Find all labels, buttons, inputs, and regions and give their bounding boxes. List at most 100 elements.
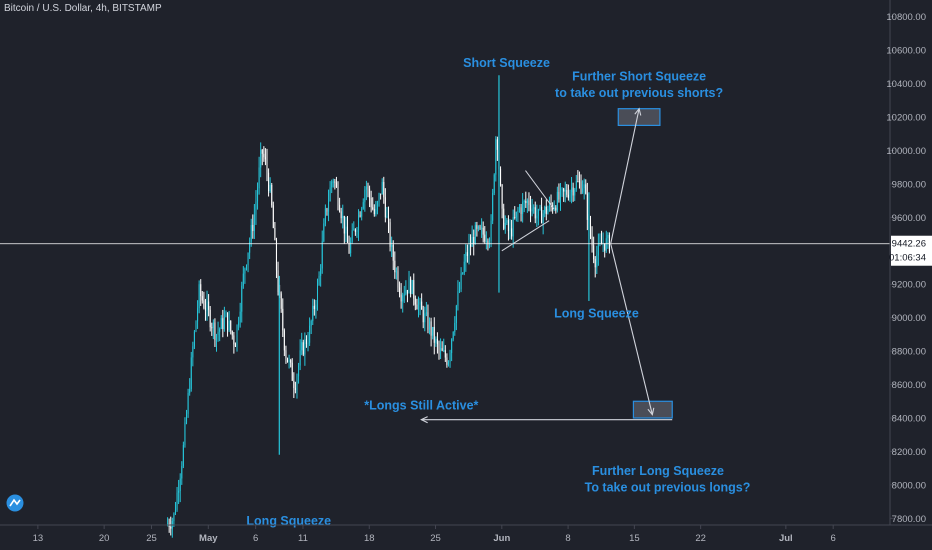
candle-body [275,239,277,271]
candle-body [178,490,180,493]
candle-body [515,211,517,218]
candle-body [495,139,497,175]
time-axis[interactable]: 13 20 25 May 6 11 18 25 Jun 8 15 22 Jul 6 [0,524,932,544]
candle-body [375,209,377,215]
candle-body [429,321,431,330]
candle-body [511,228,513,237]
candle-body [182,444,184,467]
longs-active-arrow-head [420,416,428,424]
candle-body [350,241,352,254]
last-price-tag [891,235,932,266]
candle-body [433,326,435,343]
candle-body [481,227,483,229]
price-tick-label: 10000.00 [886,146,926,157]
countdown-label: 01:06:34 [889,253,926,264]
candle-body [299,350,301,366]
candle-body [282,308,284,331]
candle-body [225,312,227,317]
tradingview-logo-icon[interactable] [6,494,24,512]
price-tick-label: 10200.00 [886,113,926,124]
candle-body [395,271,397,273]
candle-body [189,388,191,393]
candle-body [313,305,315,309]
candle-body [577,181,579,183]
candle-body [531,208,533,212]
candle-body [473,236,475,245]
candle-body [556,191,558,211]
candle-body [394,260,396,273]
candle-body [387,215,390,223]
candle-body [416,304,418,310]
candle-body [594,259,596,268]
price-axis[interactable]: 7800.00 8000.00 8200.00 8400.00 8600.00 8800.… [886,0,932,550]
candle-body [596,255,598,268]
candle-body [342,215,344,219]
candle-body [541,206,543,224]
candle-body [331,181,333,188]
candle-body [474,225,476,245]
candle-body [187,392,189,414]
candle-body [376,202,378,210]
candle-body [181,466,183,479]
candle-body [599,242,601,244]
candle-body [304,339,306,355]
candle-body [391,244,393,247]
time-tick-label: 25 [146,533,157,544]
candle-body [487,240,489,244]
candle-body [310,321,312,326]
candle-body [174,509,176,514]
candle-body [574,189,576,196]
candle-body [386,215,388,218]
candle-body [301,342,303,351]
price-tick-label: 9800.00 [892,179,926,190]
candle-body [405,290,407,295]
candle-body [365,186,367,190]
long-arrow-head [647,407,655,416]
time-tick-label: May [199,533,218,544]
candle-body [451,339,453,354]
candle-body [555,207,557,211]
candle-body [504,222,506,229]
candle-body [186,413,188,423]
candle-body [206,301,208,311]
candle-body [219,328,221,332]
candle-body [231,331,233,336]
candle-body [238,322,240,326]
candle-body [272,205,274,228]
candle-body [537,209,539,216]
candle-body [334,181,336,183]
candle-body [440,348,442,351]
candle-body [484,234,486,242]
candle-body [459,289,461,292]
candle-body [280,293,282,309]
candle-body [539,206,541,210]
candle-body [526,200,528,204]
candle-body [400,294,402,302]
candle-body [271,184,273,206]
candle-body [296,376,298,391]
annotation-label: to take out previous shorts? [555,86,723,100]
price-tick-label: 7800.00 [892,514,926,525]
candle-body [482,227,484,235]
candle-body [176,492,178,510]
candle-body [438,344,440,351]
annotation-label: Further Short Squeeze [572,69,706,83]
candle-body [305,339,307,345]
candle-body [323,223,325,242]
candle-body [550,202,552,206]
candle-body [332,181,334,183]
price-tick-label: 9200.00 [892,280,926,291]
candle-body [380,193,382,195]
candle-body [422,309,424,323]
candle-body [443,350,445,352]
candle-body [287,357,289,363]
candle-body [291,362,293,381]
candle-body [320,268,322,276]
candle-body [435,338,437,343]
candle-body [364,189,366,203]
annotation-label: Long Squeeze [246,514,331,528]
candle-body [454,323,456,332]
candle-body [346,226,348,243]
candle-body [298,365,300,377]
